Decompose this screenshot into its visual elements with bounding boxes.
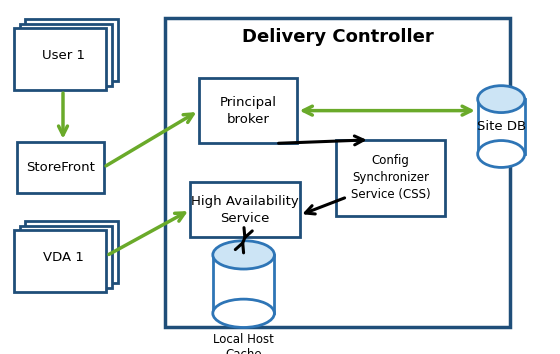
Text: VDA 1: VDA 1 — [43, 251, 83, 264]
Text: Config
Synchronizer
Service (CSS): Config Synchronizer Service (CSS) — [351, 154, 431, 201]
FancyBboxPatch shape — [17, 142, 104, 193]
Text: High Availability
Service: High Availability Service — [191, 195, 299, 225]
FancyBboxPatch shape — [199, 78, 297, 143]
Text: Local Host
Cache
LocalDB: Local Host Cache LocalDB — [213, 333, 274, 354]
Ellipse shape — [213, 241, 274, 269]
Text: Principal
broker: Principal broker — [220, 96, 276, 126]
Polygon shape — [213, 255, 274, 313]
FancyBboxPatch shape — [336, 140, 445, 216]
Ellipse shape — [478, 86, 525, 113]
FancyBboxPatch shape — [165, 18, 510, 327]
FancyBboxPatch shape — [25, 221, 118, 283]
Polygon shape — [478, 99, 525, 154]
Ellipse shape — [213, 299, 274, 327]
FancyBboxPatch shape — [20, 24, 112, 86]
Text: StoreFront: StoreFront — [26, 161, 95, 174]
Ellipse shape — [478, 141, 525, 167]
FancyBboxPatch shape — [190, 182, 300, 237]
FancyBboxPatch shape — [25, 19, 118, 81]
Text: User 1: User 1 — [41, 49, 85, 62]
Text: Delivery Controller: Delivery Controller — [241, 28, 433, 46]
FancyBboxPatch shape — [20, 226, 112, 288]
FancyBboxPatch shape — [14, 230, 106, 292]
FancyBboxPatch shape — [14, 28, 106, 90]
Text: Site DB: Site DB — [477, 120, 526, 133]
